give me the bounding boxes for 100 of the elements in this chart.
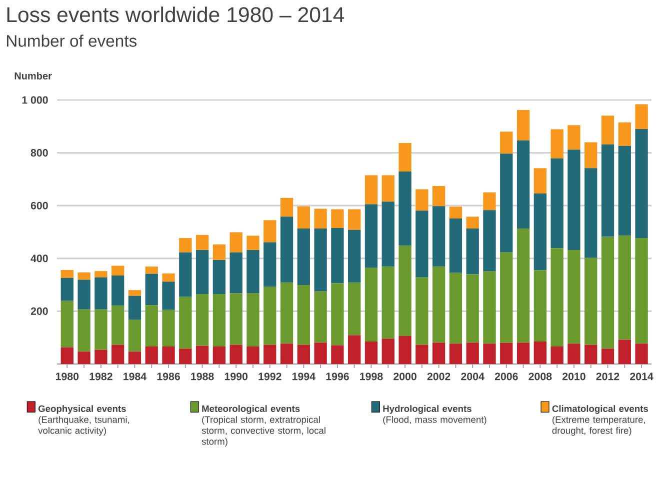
bar xyxy=(500,252,513,343)
bar xyxy=(483,192,496,210)
bar xyxy=(196,294,209,346)
legend-label: Meteorological events (Tropical storm, extratropical storm, convective storm, local storm) xyxy=(202,405,326,447)
bar xyxy=(432,266,446,343)
bar xyxy=(568,150,580,250)
bar xyxy=(179,238,192,252)
bar xyxy=(314,208,327,229)
x-tick-label: 1998 xyxy=(360,372,383,380)
bar xyxy=(297,344,310,364)
bar xyxy=(382,175,394,202)
x-tick-label: 1986 xyxy=(157,372,180,380)
bar xyxy=(466,216,479,229)
x-tick-label: 2004 xyxy=(461,372,484,380)
chart-title: Loss events worldwide 1980 – 2014 xyxy=(7,6,344,22)
bar xyxy=(500,132,513,154)
bar xyxy=(196,346,209,364)
bar xyxy=(162,310,175,347)
x-tick-label: 2006 xyxy=(494,372,518,380)
bar xyxy=(246,250,260,293)
bar xyxy=(466,274,479,343)
bar xyxy=(78,309,90,352)
bar xyxy=(584,258,598,345)
bar xyxy=(635,104,648,130)
bar xyxy=(78,272,90,280)
bar xyxy=(550,248,564,347)
bar xyxy=(449,218,462,273)
y-tick-label: 600 xyxy=(30,202,48,210)
bar xyxy=(162,273,175,282)
bar xyxy=(246,292,260,347)
bar xyxy=(584,168,598,258)
x-tick-label: 1980 xyxy=(56,372,79,380)
bar xyxy=(534,342,546,364)
bar xyxy=(601,348,614,364)
bar xyxy=(550,346,564,364)
bar xyxy=(500,342,513,364)
x-tick-label: 1996 xyxy=(326,372,349,380)
bar xyxy=(348,282,361,336)
bar xyxy=(331,345,344,364)
bar xyxy=(145,274,158,306)
bar xyxy=(60,278,74,301)
bar xyxy=(128,352,142,364)
legend-label: Hydrological events (Flood, mass movement) xyxy=(383,405,486,425)
bar xyxy=(516,140,530,229)
x-tick-label: 1994 xyxy=(292,372,316,380)
bar xyxy=(264,286,276,345)
bar xyxy=(145,305,158,347)
bar xyxy=(230,293,242,345)
y-tick-label: 1 000 xyxy=(22,96,48,104)
bar xyxy=(449,344,462,364)
x-tick-label: 1984 xyxy=(124,372,147,380)
bar xyxy=(635,129,648,238)
bar xyxy=(416,189,428,211)
bar xyxy=(179,252,192,297)
bar xyxy=(128,296,142,320)
bar xyxy=(94,350,108,364)
bar xyxy=(635,344,648,364)
bar xyxy=(314,342,327,364)
bar xyxy=(280,216,294,283)
bar xyxy=(618,236,631,340)
bar xyxy=(297,285,310,345)
bar xyxy=(314,291,327,343)
bar xyxy=(534,168,546,194)
bar xyxy=(196,234,209,250)
bar xyxy=(230,252,242,294)
bar xyxy=(516,342,530,364)
bar xyxy=(230,232,242,252)
x-tick-label: 2000 xyxy=(394,372,416,380)
x-tick-label: 2014 xyxy=(630,372,654,380)
bar xyxy=(618,340,631,364)
bar xyxy=(432,186,446,206)
bar xyxy=(94,277,108,310)
chart-subtitle: Number of events xyxy=(6,34,137,47)
bar xyxy=(162,346,175,364)
bar xyxy=(550,158,564,248)
bar xyxy=(212,260,226,294)
bar xyxy=(111,276,124,306)
bar xyxy=(331,209,344,228)
bar xyxy=(348,230,361,283)
bar xyxy=(635,238,648,344)
bar xyxy=(179,348,192,364)
bar xyxy=(348,209,361,230)
bar xyxy=(449,272,462,344)
bar xyxy=(230,344,242,364)
bar xyxy=(246,236,260,250)
bar xyxy=(111,266,124,276)
bar xyxy=(516,110,530,140)
bar xyxy=(398,172,412,246)
bar xyxy=(416,277,428,345)
bar xyxy=(516,228,530,343)
bar xyxy=(212,346,226,364)
bar xyxy=(60,347,74,364)
bar xyxy=(398,246,412,336)
bar xyxy=(297,228,310,286)
y-tick-label: 400 xyxy=(30,254,48,262)
bar xyxy=(466,342,479,364)
bar xyxy=(331,228,344,284)
bar xyxy=(568,344,580,364)
bar xyxy=(364,175,378,204)
bar xyxy=(314,228,327,292)
